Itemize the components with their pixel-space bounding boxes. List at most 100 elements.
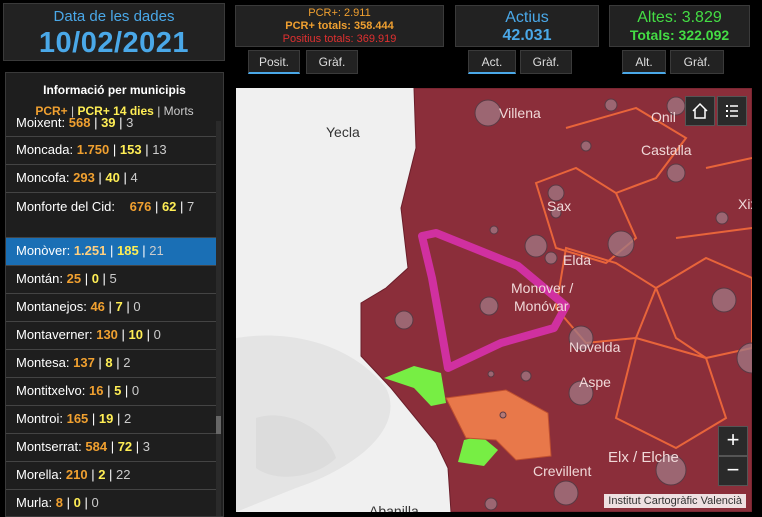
map-labels: Villena Yecla Onil Castalla Sax Xix Elda… <box>326 105 752 512</box>
case-circle[interactable] <box>715 211 729 225</box>
legend-separator: | <box>71 104 75 118</box>
deaths-value: 5 <box>109 271 117 286</box>
list-item[interactable]: Montroi: 165 | 19 | 2 <box>6 406 216 434</box>
municipality-name: Monforte del Cid: <box>16 199 115 214</box>
case-circle[interactable] <box>499 411 507 419</box>
date-label: Data de les dades <box>53 8 175 25</box>
actius-value: 42.031 <box>502 27 552 44</box>
case-circle[interactable] <box>580 140 592 152</box>
list-item[interactable]: Morella: 210 | 2 | 22 <box>6 462 216 490</box>
deaths-value: 3 <box>126 115 134 130</box>
map-label-monovar: Monóvar <box>514 298 569 314</box>
pcr-value: 165 <box>66 411 89 426</box>
municipality-name: Morella: <box>16 467 63 482</box>
legend-pcr14: PCR+ 14 dies <box>77 104 154 118</box>
map-label-novelda: Novelda <box>569 339 621 355</box>
municipality-list: Moixent: 568 | 39 | 3 Moncada: 1.750 | 1… <box>6 115 216 516</box>
map-label-monover: Monover / <box>511 280 573 296</box>
municipality-name: Murla: <box>16 495 53 510</box>
case-circle[interactable] <box>520 370 532 382</box>
map-view[interactable]: Villena Yecla Onil Castalla Sax Xix Elda… <box>236 88 752 512</box>
case-circle[interactable] <box>547 184 565 202</box>
list-item[interactable]: Montanejos: 46 | 7 | 0 <box>6 294 216 322</box>
pcr-value: 25 <box>66 271 82 286</box>
case-circle[interactable] <box>655 454 687 486</box>
pcr-value: 584 <box>85 439 108 454</box>
pcr14-value: 72 <box>117 439 133 454</box>
map-label-elda: Elda <box>563 252 591 268</box>
case-circle[interactable] <box>487 370 495 378</box>
case-circle[interactable] <box>484 497 498 511</box>
case-circle[interactable] <box>524 234 548 258</box>
list-item[interactable]: Montaverner: 130 | 10 | 0 <box>6 322 216 350</box>
case-circle[interactable] <box>711 287 737 313</box>
case-circle[interactable] <box>489 225 499 235</box>
case-circle[interactable] <box>604 98 618 112</box>
tab-graf-altes[interactable]: Gràf. <box>670 50 724 74</box>
map-label-abanilla: Abanilla <box>369 503 419 512</box>
case-circle[interactable] <box>736 342 752 374</box>
pcr14-value: 19 <box>98 411 114 426</box>
map-label-aspe: Aspe <box>579 374 611 390</box>
map-label-crevillent: Crevillent <box>533 463 591 479</box>
pcr14-value: 0 <box>73 495 81 510</box>
municipality-name: Moncofa: <box>16 170 70 185</box>
list-item[interactable]: Murla: 8 | 0 | 0 <box>6 490 216 516</box>
list-item[interactable]: Montserrat: 584 | 72 | 3 <box>6 434 216 462</box>
list-item[interactable]: Moncada: 1.750 | 153 | 13 <box>6 137 216 165</box>
tab-act[interactable]: Act. <box>468 50 516 74</box>
home-button[interactable] <box>685 96 715 126</box>
pcr-value: 568 <box>68 115 91 130</box>
legend-button[interactable] <box>717 96 747 126</box>
municipality-name: Montanejos: <box>16 299 87 314</box>
case-circle[interactable] <box>666 163 686 183</box>
map-label-elx: Elx / Elche <box>608 449 679 466</box>
case-circle[interactable] <box>607 230 635 258</box>
zoom-in-button[interactable]: + <box>718 426 748 456</box>
deaths-value: 13 <box>152 142 167 157</box>
list-item[interactable]: Moixent: 568 | 39 | 3 <box>6 115 216 137</box>
pcr14-value: 40 <box>105 170 120 185</box>
case-circle[interactable] <box>394 310 414 330</box>
date-panel: Data de les dades 10/02/2021 <box>3 3 225 61</box>
deaths-value: 2 <box>123 411 132 426</box>
selected-municipality-outline[interactable] <box>418 229 570 372</box>
scrollbar-thumb[interactable] <box>216 416 221 434</box>
list-item-selected[interactable]: Monòver: 1.251 | 185 | 21 <box>6 238 216 266</box>
municipality-name: Monòver: <box>16 243 71 258</box>
zoom-out-button[interactable]: − <box>718 456 748 486</box>
case-circle[interactable] <box>550 207 562 219</box>
pcr14-value: 153 <box>119 142 142 157</box>
list-item[interactable]: Moncofa: 293 | 40 | 4 <box>6 165 216 193</box>
map-canvas[interactable]: Villena Yecla Onil Castalla Sax Xix Elda… <box>236 88 752 512</box>
pcr-value: 8 <box>55 495 63 510</box>
case-circle[interactable] <box>553 480 579 506</box>
tab-graf-actius[interactable]: Gràf. <box>520 50 572 74</box>
list-item[interactable]: Montitxelvo: 16 | 5 | 0 <box>6 378 216 406</box>
list-item[interactable]: Montesa: 137 | 8 | 2 <box>6 350 216 378</box>
case-circle[interactable] <box>544 251 558 265</box>
map-label-sax: Sax <box>547 198 571 214</box>
region-green[interactable] <box>458 436 498 466</box>
tab-posit[interactable]: Posit. <box>248 50 300 74</box>
pcr-value: 137 <box>73 355 95 370</box>
municipality-name: Montaverner: <box>16 327 93 342</box>
pcr-value: 46 <box>90 299 105 314</box>
deaths-value: 0 <box>133 299 141 314</box>
case-circle[interactable] <box>568 325 594 351</box>
region-green[interactable] <box>384 366 446 406</box>
list-title: Informació per municipis <box>43 83 186 97</box>
pcr14-value: 10 <box>128 327 143 342</box>
case-circles <box>394 96 752 511</box>
list-item[interactable]: Monforte del Cid: 676 | 62 | 7 <box>6 193 216 238</box>
region-orange[interactable] <box>445 389 552 461</box>
pcr14-value: 39 <box>101 115 116 130</box>
tab-alt[interactable]: Alt. <box>622 50 666 74</box>
tab-graf-positius[interactable]: Gràf. <box>306 50 358 74</box>
actius-title: Actius <box>505 9 549 26</box>
case-circle[interactable] <box>568 380 594 406</box>
list-item[interactable]: Montán: 25 | 0 | 5 <box>6 266 216 294</box>
list-scrollbar[interactable] <box>216 121 221 516</box>
case-circle[interactable] <box>479 296 499 316</box>
case-circle[interactable] <box>474 99 502 127</box>
